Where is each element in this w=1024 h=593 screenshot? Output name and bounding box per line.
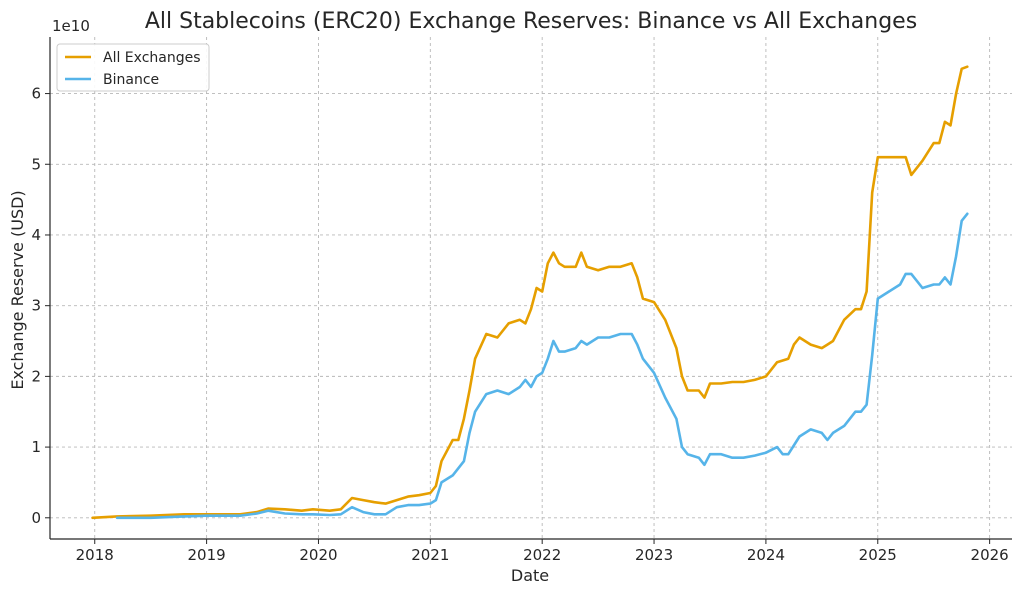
legend-box xyxy=(56,43,210,92)
x-tick-label: 2022 xyxy=(523,546,561,564)
y-tick-label: 2 xyxy=(31,367,41,385)
tick-layer: 2018 2019 2020 2021 2022 2023 2024 2025 2026 0 1 2 3… xyxy=(31,85,1008,564)
y-tick-label: 4 xyxy=(31,226,41,244)
y-tick-label: 6 xyxy=(31,85,41,103)
x-tick-label: 2020 xyxy=(299,546,337,564)
y-scale-label: 1e10 xyxy=(52,17,90,35)
series-layer xyxy=(91,65,969,520)
x-tick-label: 2026 xyxy=(971,546,1009,564)
x-tick-label: 2024 xyxy=(747,546,785,564)
y-tick-label: 5 xyxy=(31,155,41,173)
legend-label: All Exchanges xyxy=(103,50,201,66)
x-tick-label: 2018 xyxy=(76,546,114,564)
y-tick-label: 3 xyxy=(31,297,41,315)
series-line-all-exchanges xyxy=(91,65,969,520)
x-tick-label: 2025 xyxy=(859,546,897,564)
x-tick-label: 2019 xyxy=(188,546,226,564)
x-tick-label: 2021 xyxy=(411,546,449,564)
x-axis-label: Date xyxy=(511,566,549,585)
y-tick-label: 1 xyxy=(31,438,41,456)
chart-title: All Stablecoins (ERC20) Exchange Reserve… xyxy=(145,9,917,34)
x-tick-label: 2023 xyxy=(635,546,673,564)
legend-label: Binance xyxy=(103,72,159,88)
y-tick-label: 0 xyxy=(31,509,41,527)
y-axis-label: Exchange Reserve (USD) xyxy=(8,190,27,389)
legend: All Exchanges Binance xyxy=(56,43,210,92)
series-line-binance xyxy=(115,212,969,520)
